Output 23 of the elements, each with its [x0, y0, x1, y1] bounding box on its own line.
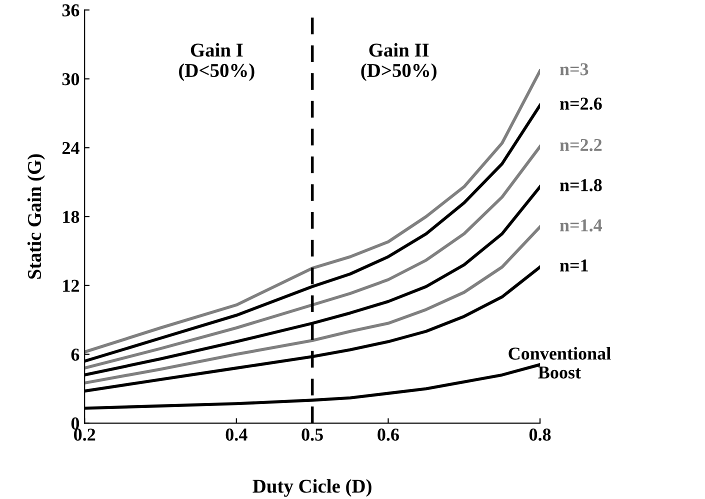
y-tick-label: 24: [62, 142, 80, 154]
x-tick-label: 0.6: [378, 428, 399, 441]
annotation: Gain I (D<50%): [179, 43, 254, 81]
x-axis-title: Duty Cicle (D): [252, 479, 372, 497]
series-label: n=2.2: [560, 138, 602, 152]
x-tick-label: 0.5: [302, 428, 323, 441]
series-label: n=1.4: [560, 219, 602, 232]
x-tick-label: 0.8: [529, 428, 551, 441]
x-tick-label: 0.2: [74, 428, 96, 441]
y-tick-label: 6: [71, 348, 80, 361]
series-label: Conventional Boost: [508, 346, 611, 379]
series-label: n=2.6: [560, 98, 602, 110]
y-axis-title: Static Gain (G): [27, 154, 46, 279]
y-tick-label: 18: [63, 210, 80, 224]
series-label: n=1.8: [560, 179, 602, 192]
y-tick-label: 0: [71, 417, 80, 430]
y-tick-label: 36: [62, 4, 80, 16]
series-label: n=3: [560, 63, 588, 76]
y-tick-label: 30: [62, 73, 80, 86]
x-tick-label: 0.4: [226, 428, 248, 441]
series-label: n=1: [560, 259, 588, 272]
annotation: Gain II (D>50%): [361, 43, 436, 81]
y-tick-label: 12: [63, 280, 79, 292]
